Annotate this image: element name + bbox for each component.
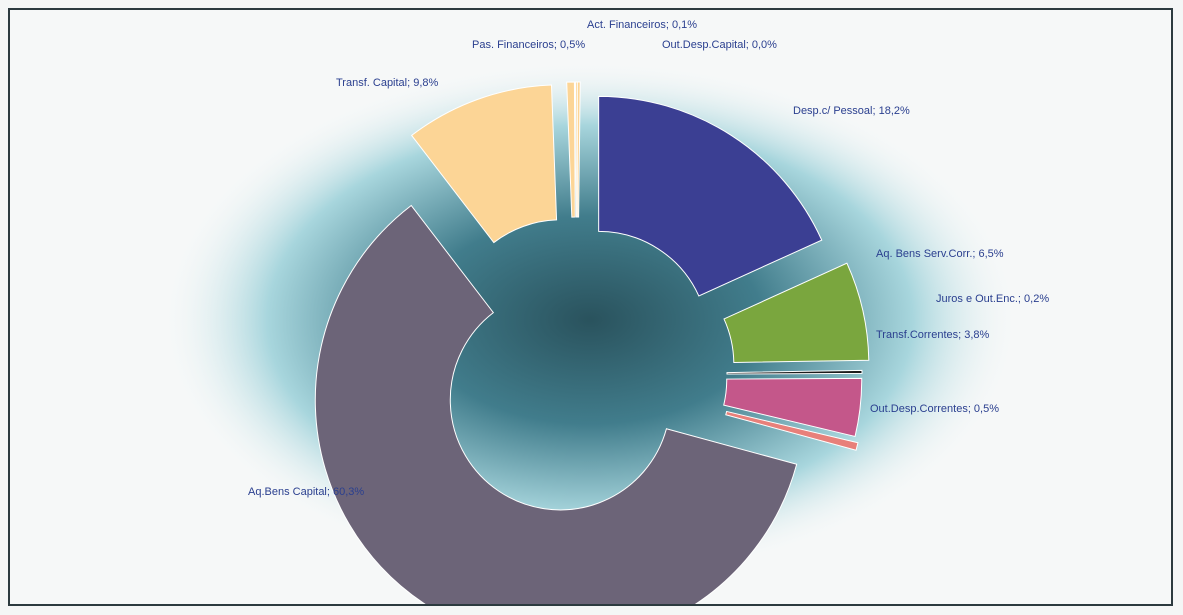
- label-out-desp-capital: Out.Desp.Capital; 0,0%: [662, 39, 777, 51]
- label-aq-bens-serv-corr: Aq. Bens Serv.Corr.; 6,5%: [876, 248, 1004, 260]
- label-juros-e-out-enc: Juros e Out.Enc.; 0,2%: [936, 293, 1049, 305]
- chart-background-glow: [160, 60, 1020, 580]
- label-pas-financeiros: Pas. Financeiros; 0,5%: [472, 39, 585, 51]
- donut-chart: Desp.c/ Pessoal; 18,2% Aq. Bens Serv.Corr…: [10, 10, 1171, 604]
- label-transf-correntes: Transf.Correntes; 3,8%: [876, 329, 990, 341]
- label-transf-capital: Transf. Capital; 9,8%: [336, 77, 439, 89]
- chart-frame: Desp.c/ Pessoal; 18,2% Aq. Bens Serv.Corr…: [8, 8, 1173, 606]
- label-desp-c-pessoal: Desp.c/ Pessoal; 18,2%: [793, 105, 910, 117]
- label-act-financeiros: Act. Financeiros; 0,1%: [587, 19, 697, 31]
- label-out-desp-correntes: Out.Desp.Correntes; 0,5%: [870, 403, 999, 415]
- label-aq-bens-capital: Aq.Bens Capital; 60,3%: [248, 486, 364, 498]
